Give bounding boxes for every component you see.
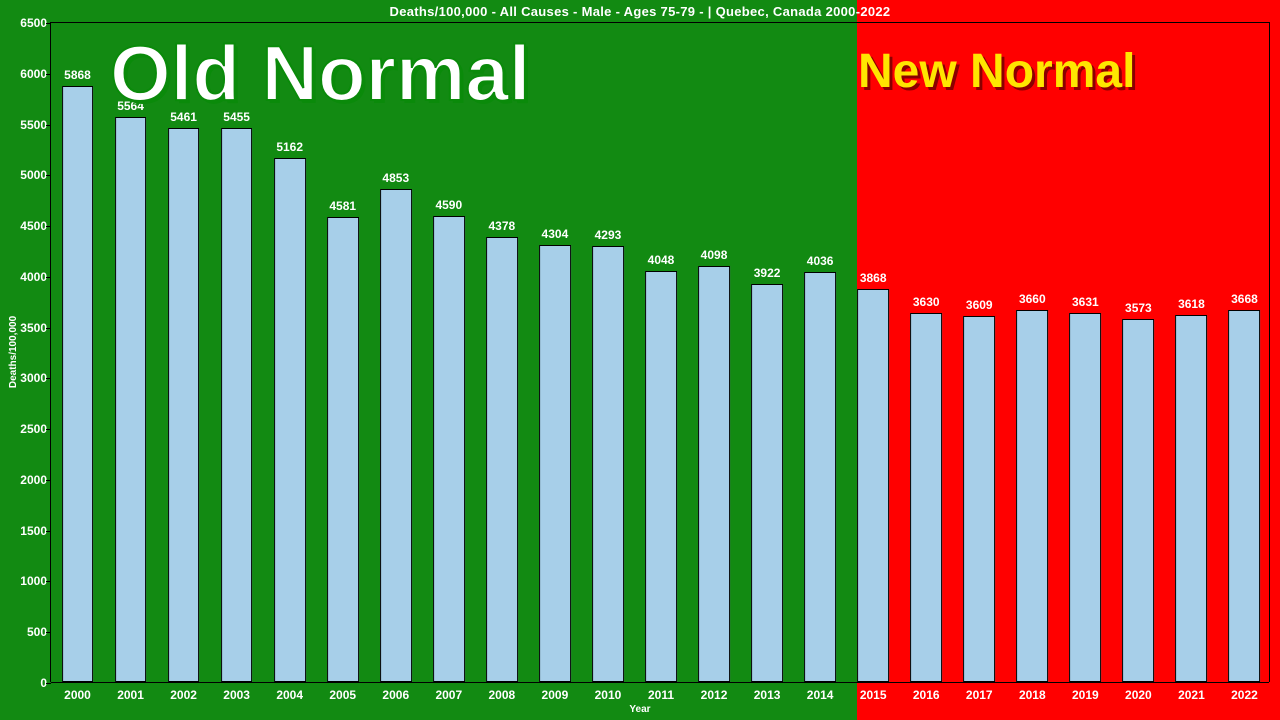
bar — [1016, 310, 1048, 682]
bar-value-label: 4048 — [648, 253, 675, 267]
x-tick-label: 2002 — [170, 688, 197, 702]
bar — [1176, 315, 1208, 682]
bar — [910, 313, 942, 682]
bar-value-label: 4036 — [807, 254, 834, 268]
x-axis-line — [51, 682, 1269, 683]
bar-value-label: 3618 — [1178, 297, 1205, 311]
x-tick-label: 2004 — [276, 688, 303, 702]
x-tick-label: 2017 — [966, 688, 993, 702]
bar-value-label: 4590 — [435, 198, 462, 212]
y-tick-mark — [46, 23, 51, 24]
bar — [1069, 313, 1101, 682]
bar-value-label: 3609 — [966, 298, 993, 312]
x-tick-label: 2010 — [595, 688, 622, 702]
bar — [380, 189, 412, 682]
bar-value-label: 3660 — [1019, 292, 1046, 306]
bar — [698, 266, 730, 682]
bar-value-label: 4853 — [382, 171, 409, 185]
chart-title: Deaths/100,000 - All Causes - Male - Age… — [0, 4, 1280, 19]
y-tick-mark — [46, 683, 51, 684]
y-tick-mark — [46, 175, 51, 176]
y-tick-mark — [46, 480, 51, 481]
bar — [804, 272, 836, 682]
y-tick-label: 1000 — [7, 574, 47, 588]
bar — [486, 237, 518, 682]
x-tick-label: 2007 — [435, 688, 462, 702]
bar-value-label: 3868 — [860, 271, 887, 285]
x-tick-label: 2001 — [117, 688, 144, 702]
x-tick-label: 2013 — [754, 688, 781, 702]
x-tick-label: 2020 — [1125, 688, 1152, 702]
y-tick-mark — [46, 531, 51, 532]
x-tick-label: 2015 — [860, 688, 887, 702]
y-tick-mark — [46, 632, 51, 633]
x-tick-label: 2006 — [382, 688, 409, 702]
x-tick-label: 2003 — [223, 688, 250, 702]
bar-value-label: 5868 — [64, 68, 91, 82]
x-tick-label: 2018 — [1019, 688, 1046, 702]
bar — [168, 128, 200, 683]
x-tick-label: 2019 — [1072, 688, 1099, 702]
bar — [539, 245, 571, 682]
bar — [115, 117, 147, 682]
bar — [274, 158, 306, 682]
y-tick-mark — [46, 277, 51, 278]
bar — [221, 128, 253, 682]
x-tick-label: 2021 — [1178, 688, 1205, 702]
y-axis-label: Deaths/100,000 — [8, 316, 19, 388]
x-axis-label: Year — [629, 704, 650, 715]
y-tick-label: 4500 — [7, 219, 47, 233]
bar-value-label: 3573 — [1125, 301, 1152, 315]
y-tick-label: 6000 — [7, 67, 47, 81]
bar — [592, 246, 624, 682]
bar-value-label: 5162 — [276, 140, 303, 154]
x-tick-label: 2016 — [913, 688, 940, 702]
y-tick-mark — [46, 328, 51, 329]
y-tick-label: 1500 — [7, 524, 47, 538]
y-tick-label: 0 — [7, 676, 47, 690]
bar — [645, 271, 677, 682]
y-tick-mark — [46, 74, 51, 75]
y-tick-label: 5000 — [7, 168, 47, 182]
old-normal-label: Old Normal — [110, 28, 530, 119]
bar-value-label: 4581 — [329, 199, 356, 213]
bar — [963, 316, 995, 682]
y-tick-label: 2000 — [7, 473, 47, 487]
x-tick-label: 2022 — [1231, 688, 1258, 702]
bar — [857, 289, 889, 682]
y-tick-label: 5500 — [7, 118, 47, 132]
y-tick-mark — [46, 226, 51, 227]
y-tick-mark — [46, 125, 51, 126]
bar — [327, 217, 359, 682]
x-tick-label: 2000 — [64, 688, 91, 702]
bar — [433, 216, 465, 682]
chart-container: Deaths/100,000 - All Causes - Male - Age… — [0, 0, 1280, 720]
new-normal-label: New Normal — [858, 44, 1135, 99]
bar-value-label: 4378 — [489, 219, 516, 233]
y-tick-label: 4000 — [7, 270, 47, 284]
y-tick-mark — [46, 378, 51, 379]
bar — [1122, 319, 1154, 682]
plot-area: 0500100015002000250030003500400045005000… — [50, 22, 1270, 682]
bar-value-label: 3631 — [1072, 295, 1099, 309]
x-tick-label: 2011 — [648, 688, 674, 702]
x-tick-label: 2014 — [807, 688, 834, 702]
bar-value-label: 3922 — [754, 266, 781, 280]
bar — [1229, 310, 1261, 682]
y-tick-mark — [46, 581, 51, 582]
x-tick-label: 2005 — [329, 688, 356, 702]
bar — [62, 86, 94, 682]
y-tick-label: 2500 — [7, 422, 47, 436]
bar — [751, 284, 783, 682]
bar-value-label: 4098 — [701, 248, 728, 262]
bar-value-label: 3630 — [913, 295, 940, 309]
x-tick-label: 2009 — [542, 688, 569, 702]
y-tick-label: 500 — [7, 625, 47, 639]
bar-value-label: 3668 — [1231, 292, 1258, 306]
x-tick-label: 2012 — [701, 688, 728, 702]
bar-value-label: 4304 — [542, 227, 569, 241]
bar-value-label: 4293 — [595, 228, 622, 242]
y-tick-mark — [46, 429, 51, 430]
x-tick-label: 2008 — [489, 688, 516, 702]
